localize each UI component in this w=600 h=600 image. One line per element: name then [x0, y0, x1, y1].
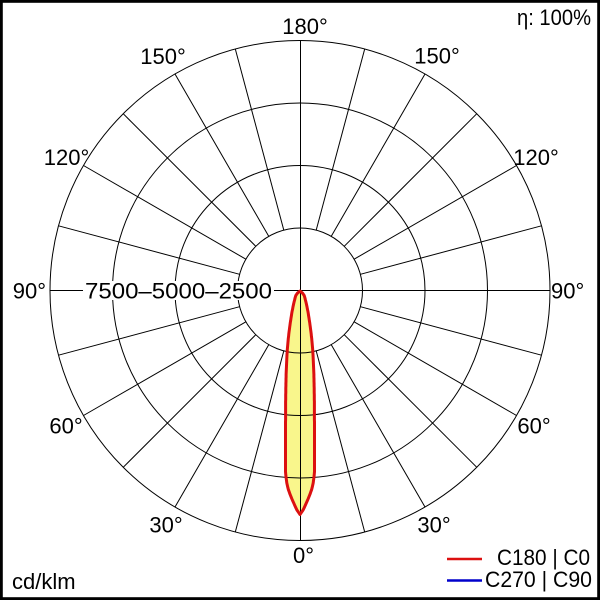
svg-text:180°: 180° — [282, 14, 328, 39]
svg-text:cd/klm: cd/klm — [12, 569, 76, 594]
svg-text:60°: 60° — [49, 414, 82, 439]
svg-text:120°: 120° — [44, 145, 90, 170]
svg-text:30°: 30° — [149, 513, 182, 538]
svg-text:150°: 150° — [414, 44, 460, 69]
svg-text:30°: 30° — [417, 513, 450, 538]
svg-text:7500–5000–2500: 7500–5000–2500 — [85, 279, 272, 304]
svg-text:η: 100%: η: 100% — [517, 5, 591, 30]
svg-text:90°: 90° — [13, 279, 46, 304]
svg-text:C270 | C90: C270 | C90 — [485, 567, 592, 592]
svg-text:90°: 90° — [551, 279, 584, 304]
svg-text:60°: 60° — [517, 414, 550, 439]
svg-text:150°: 150° — [140, 44, 186, 69]
svg-text:C180 | C0: C180 | C0 — [497, 545, 590, 570]
svg-text:120°: 120° — [513, 145, 559, 170]
svg-text:0°: 0° — [293, 543, 314, 568]
